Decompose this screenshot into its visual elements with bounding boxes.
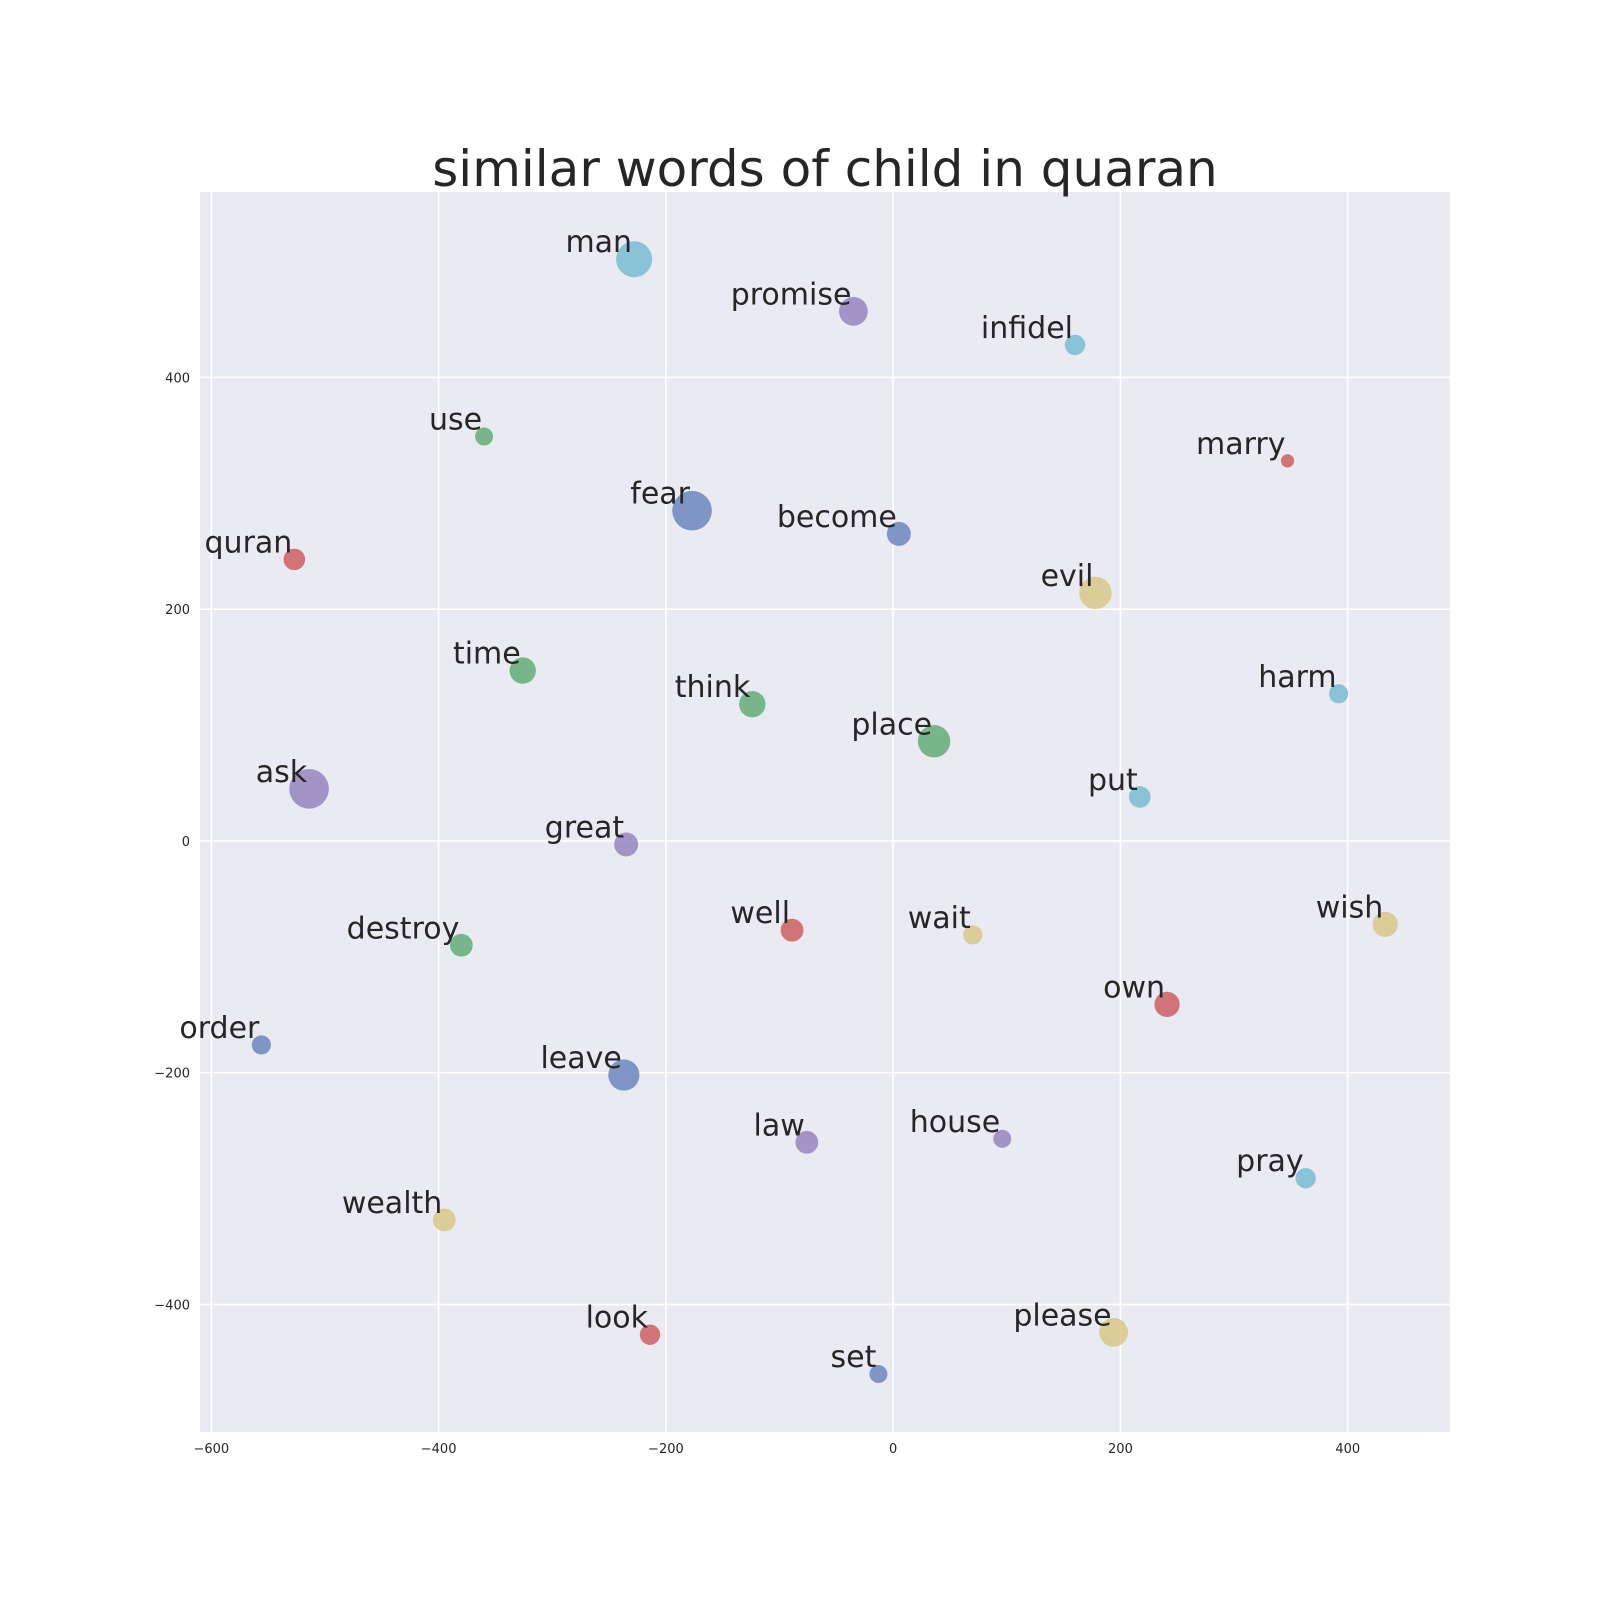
data-point xyxy=(795,1130,819,1154)
data-label: set xyxy=(831,1340,877,1375)
x-tick-label: −400 xyxy=(421,1442,457,1457)
data-label: leave xyxy=(540,1041,621,1076)
data-label: time xyxy=(453,637,521,672)
data-label: law xyxy=(754,1108,805,1143)
data-label: man xyxy=(565,225,632,260)
point-labels: man promise infidel use marry fear become quran… xyxy=(179,225,1383,1375)
data-point xyxy=(886,521,911,546)
data-label: evil xyxy=(1041,559,1094,594)
data-point xyxy=(1372,911,1398,938)
data-point xyxy=(614,832,639,857)
data-label: pray xyxy=(1236,1144,1304,1179)
data-label: great xyxy=(545,810,625,845)
data-point xyxy=(289,769,329,809)
data-label: ask xyxy=(256,755,308,790)
data-point xyxy=(839,296,868,326)
y-gridlines xyxy=(200,376,1450,1306)
data-label: wealth xyxy=(342,1186,443,1221)
x-tick-label: 400 xyxy=(1335,1442,1360,1457)
data-point xyxy=(608,1059,640,1091)
y-tick-label: −200 xyxy=(154,1067,190,1082)
data-label: wait xyxy=(908,901,971,936)
data-label: quran xyxy=(205,525,293,560)
x-tick-label: 0 xyxy=(889,1442,897,1457)
data-point xyxy=(993,1129,1012,1148)
data-label: wish xyxy=(1316,890,1384,925)
plot-area xyxy=(200,192,1450,1432)
y-tick-label: 400 xyxy=(165,371,190,386)
data-label: marry xyxy=(1196,427,1286,462)
x-tick-label: 200 xyxy=(1108,1442,1133,1457)
data-label: put xyxy=(1088,763,1138,798)
data-point xyxy=(1099,1317,1129,1347)
data-point xyxy=(1128,786,1151,808)
data-point xyxy=(917,725,951,758)
data-point xyxy=(251,1035,271,1055)
data-point xyxy=(780,918,804,942)
data-label: fear xyxy=(630,477,690,512)
y-tick-labels: −400 −200 0 200 400 xyxy=(154,371,190,1313)
data-point xyxy=(1079,576,1112,610)
data-point xyxy=(639,1324,661,1345)
data-label: use xyxy=(429,403,482,438)
data-label: house xyxy=(910,1105,1000,1140)
y-tick-label: −400 xyxy=(154,1299,190,1314)
data-point xyxy=(1295,1168,1316,1189)
data-label: well xyxy=(730,896,790,931)
data-label: think xyxy=(675,670,751,705)
x-gridlines xyxy=(210,192,1349,1432)
data-point xyxy=(1154,991,1180,1017)
y-tick-label: 0 xyxy=(182,835,190,850)
data-label: destroy xyxy=(347,911,460,946)
data-point xyxy=(739,691,766,718)
data-point xyxy=(672,490,712,531)
data-label: infidel xyxy=(981,311,1073,346)
x-tick-label: −200 xyxy=(648,1442,684,1457)
data-point xyxy=(475,427,494,446)
chart-title: similar words of child in quaran xyxy=(432,140,1217,198)
data-label: become xyxy=(777,500,897,535)
data-label: place xyxy=(851,707,932,742)
y-tick-label: 200 xyxy=(165,603,190,618)
data-label: look xyxy=(586,1301,649,1336)
data-point xyxy=(616,241,653,278)
data-point xyxy=(283,548,306,571)
data-label: own xyxy=(1103,970,1165,1005)
data-point xyxy=(963,925,983,945)
data-label: promise xyxy=(731,277,852,312)
data-label: order xyxy=(179,1011,260,1046)
data-point xyxy=(1329,684,1349,704)
data-point xyxy=(869,1365,888,1384)
x-tick-label: −600 xyxy=(194,1442,230,1457)
data-point xyxy=(1280,454,1295,468)
data-point xyxy=(1064,334,1086,356)
data-label: please xyxy=(1013,1298,1111,1333)
data-point xyxy=(509,657,536,684)
data-point xyxy=(449,933,473,957)
data-point xyxy=(432,1208,456,1232)
x-tick-labels: −600 −400 −200 0 200 400 xyxy=(194,1442,1361,1457)
data-label: harm xyxy=(1258,660,1336,695)
data-points xyxy=(251,241,1398,1384)
